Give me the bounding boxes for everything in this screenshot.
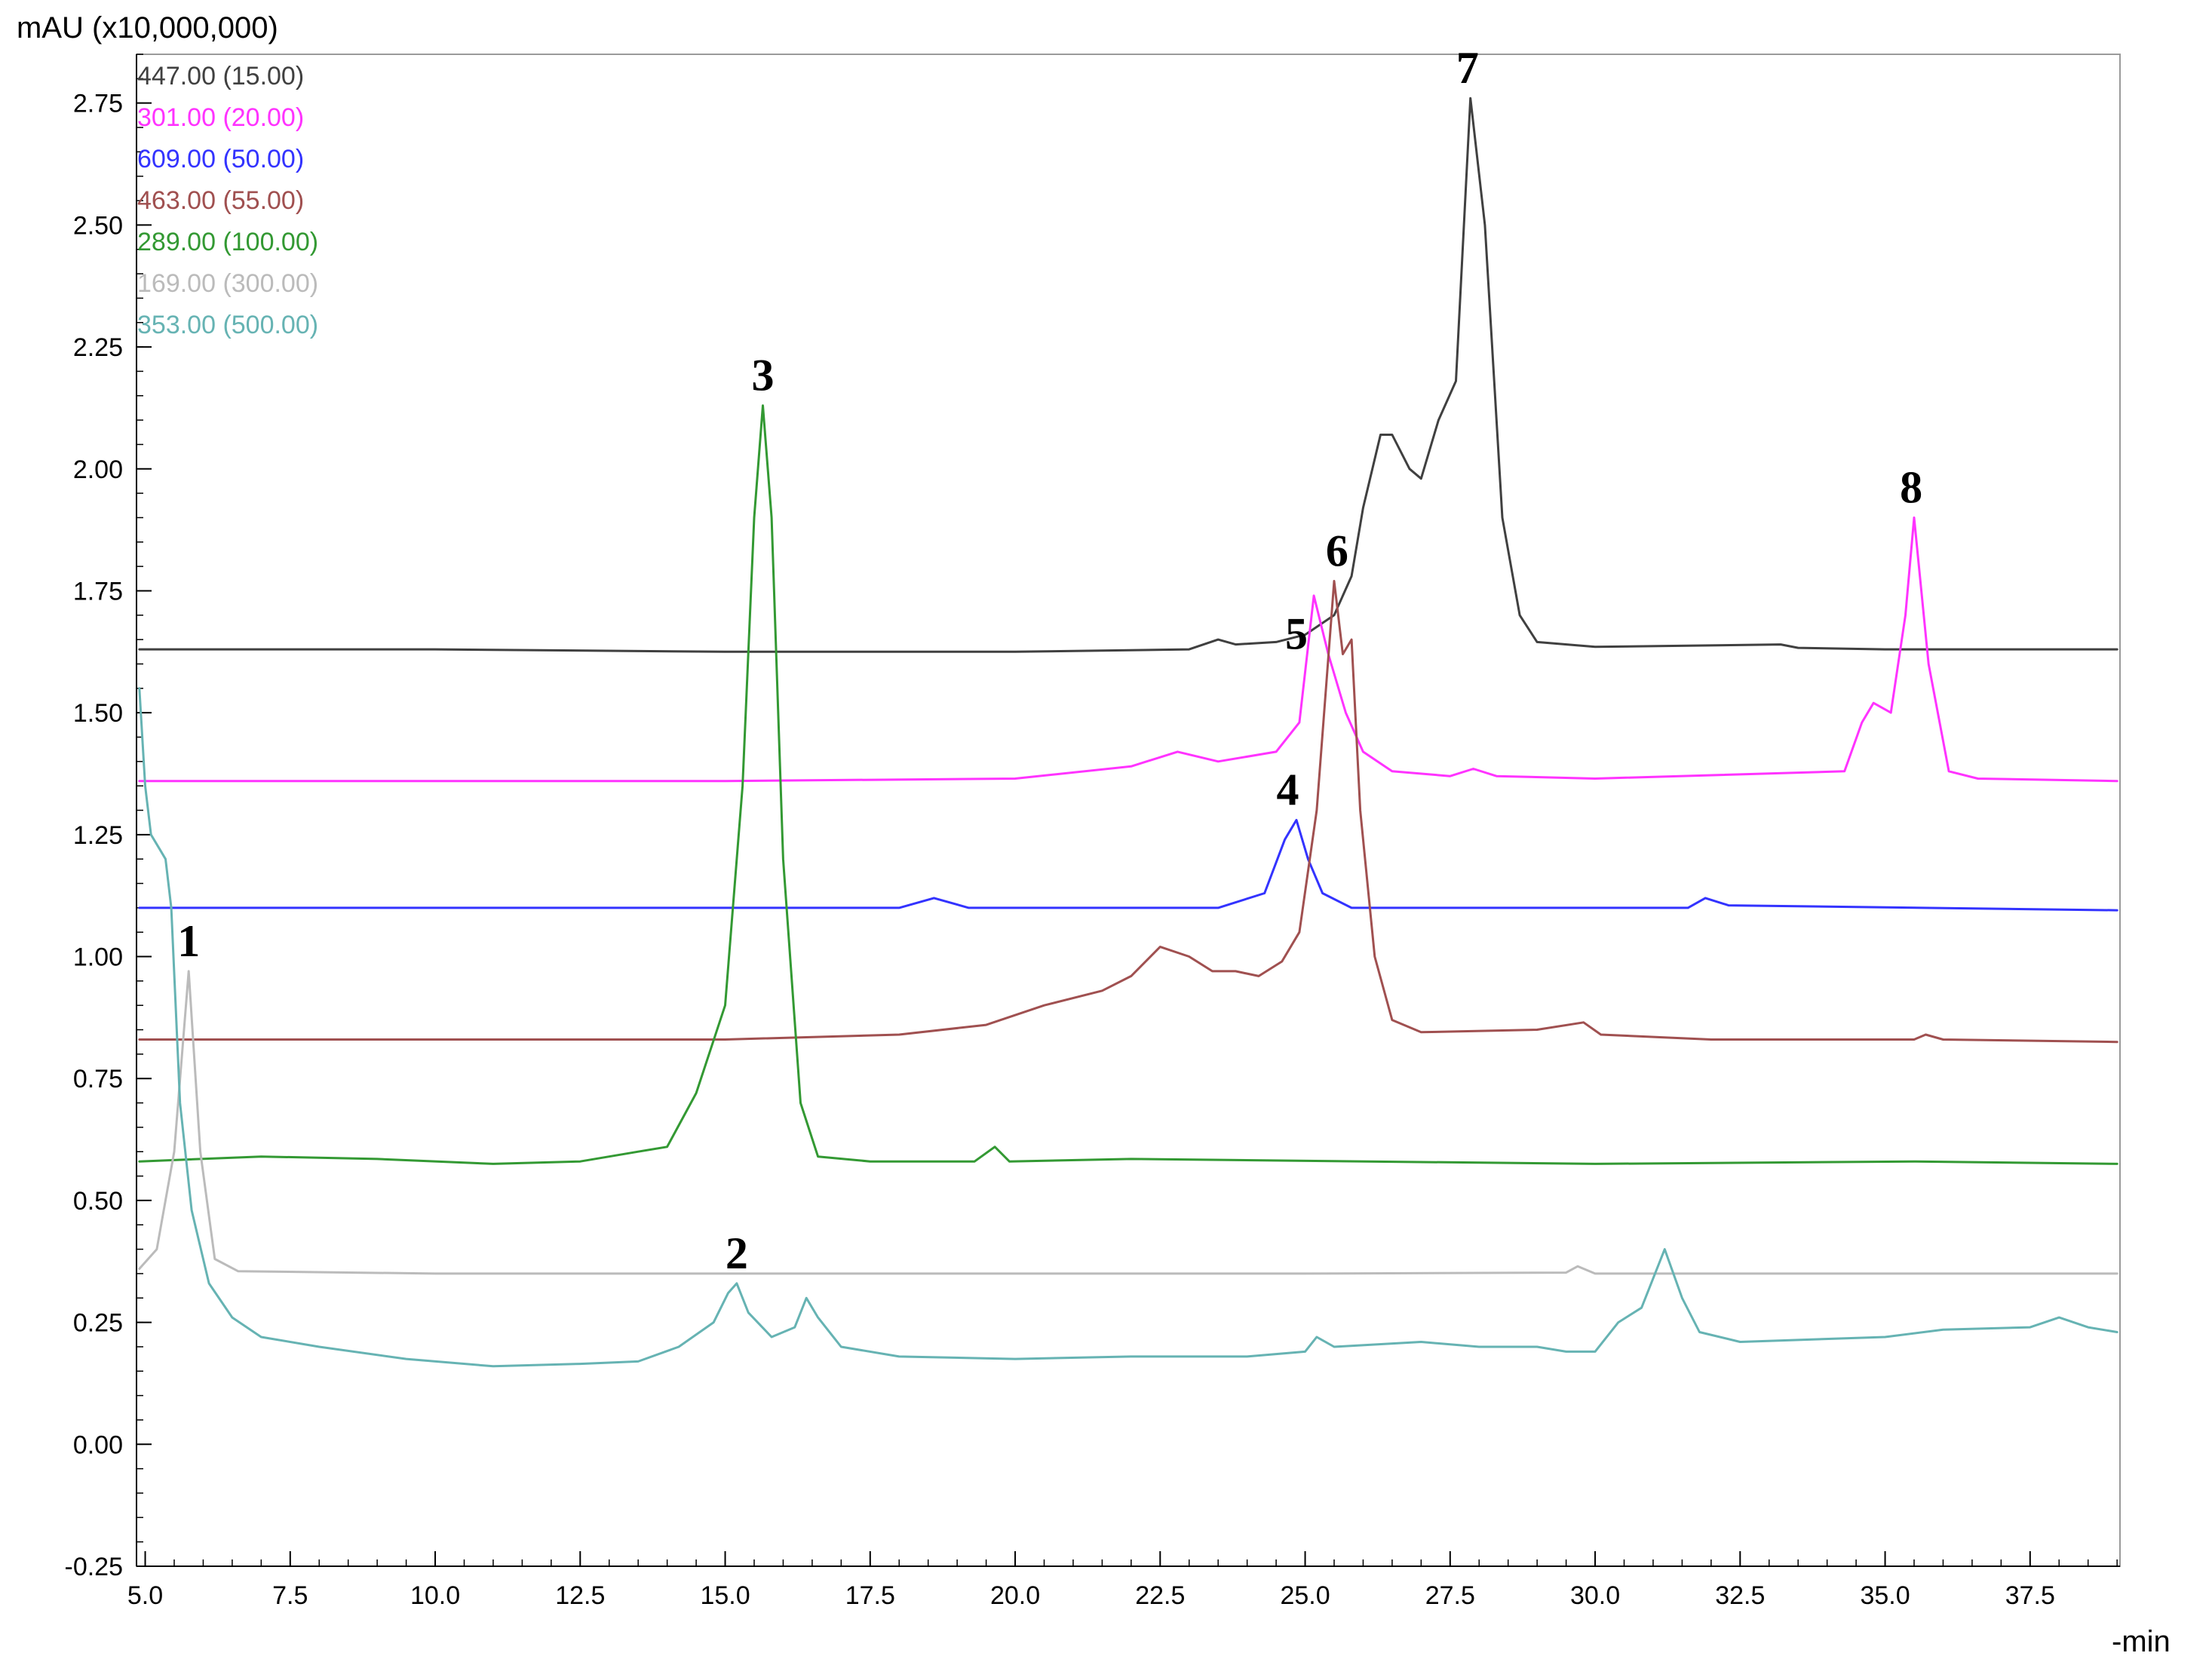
legend-entry-4: 463.00 (55.00) bbox=[137, 186, 304, 215]
y-tick-label: 0.25 bbox=[73, 1309, 123, 1338]
y-axis-unit-label: mAU (x10,000,000) bbox=[17, 11, 278, 44]
y-tick-label: 0.75 bbox=[73, 1065, 123, 1093]
series-lines bbox=[138, 97, 2118, 1368]
peak-label-4: 4 bbox=[1276, 765, 1299, 814]
x-tick-label: 32.5 bbox=[1715, 1581, 1765, 1610]
x-tick-label: 37.5 bbox=[2005, 1581, 2055, 1610]
x-axis-ticks: 5.0 7.5 10.0 12.5 15.0 17.5 20.0 22.5 25.0 27.5 30… bbox=[127, 1551, 2055, 1610]
y-tick-label: -0.25 bbox=[65, 1553, 124, 1581]
legend-entry-7: 353.00 (500.00) bbox=[137, 311, 318, 339]
x-tick-label: 20.0 bbox=[990, 1581, 1040, 1610]
series-line-3 bbox=[138, 818, 2118, 912]
legend-entry-1: 447.00 (15.00) bbox=[137, 62, 304, 90]
x-tick-label: 10.0 bbox=[410, 1581, 460, 1610]
y-tick-label: 0.00 bbox=[73, 1431, 123, 1459]
y-tick-label: 1.75 bbox=[73, 577, 123, 606]
peak-label-6: 6 bbox=[1326, 526, 1348, 576]
legend-entry-3: 609.00 (50.00) bbox=[137, 145, 304, 173]
peak-label-1: 1 bbox=[177, 916, 200, 966]
x-tick-label: 27.5 bbox=[1425, 1581, 1475, 1610]
peak-label-3: 3 bbox=[752, 351, 775, 400]
x-axis-unit-label: -min bbox=[2112, 1625, 2171, 1658]
x-tick-label: 25.0 bbox=[1280, 1581, 1330, 1610]
series-line-7 bbox=[138, 687, 2118, 1368]
y-tick-label: 0.50 bbox=[73, 1187, 123, 1216]
series-line-1 bbox=[138, 97, 2118, 653]
x-tick-label: 17.5 bbox=[845, 1581, 895, 1610]
series-line-6 bbox=[138, 970, 2118, 1275]
y-tick-label: 2.75 bbox=[73, 90, 123, 118]
peak-label-5: 5 bbox=[1285, 609, 1308, 658]
y-tick-label: 2.50 bbox=[73, 211, 123, 240]
x-tick-label: 15.0 bbox=[700, 1581, 750, 1610]
series-line-2 bbox=[138, 516, 2118, 783]
x-tick-label: 7.5 bbox=[272, 1581, 308, 1610]
legend-entry-6: 169.00 (300.00) bbox=[137, 269, 318, 298]
peak-label-8: 8 bbox=[1900, 462, 1922, 512]
y-tick-label: 1.25 bbox=[73, 821, 123, 850]
peak-annotations: 1 2 3 4 56 7 8 bbox=[177, 43, 1922, 1278]
x-minor-ticks bbox=[144, 1559, 2118, 1566]
y-tick-label: 2.00 bbox=[73, 455, 123, 484]
x-tick-label: 35.0 bbox=[1860, 1581, 1910, 1610]
peak-label-2: 2 bbox=[726, 1228, 748, 1278]
x-tick-label: 22.5 bbox=[1135, 1581, 1185, 1610]
y-tick-label: 2.25 bbox=[73, 333, 123, 362]
legend-entry-5: 289.00 (100.00) bbox=[137, 228, 318, 256]
x-tick-label: 12.5 bbox=[555, 1581, 605, 1610]
x-tick-label: 5.0 bbox=[127, 1581, 163, 1610]
legend: 447.00 (15.00) 301.00 (20.00) 609.00 (50.0… bbox=[137, 62, 318, 339]
legend-entry-2: 301.00 (20.00) bbox=[137, 103, 304, 132]
y-axis-ticks: -0.25 0.00 0.25 0.50 0.75 1.00 1.25 1.50 1.75 2.0… bbox=[65, 90, 152, 1581]
series-line-5 bbox=[138, 404, 2118, 1165]
y-tick-label: 1.50 bbox=[73, 699, 123, 728]
peak-label-7: 7 bbox=[1456, 43, 1479, 93]
x-tick-label: 30.0 bbox=[1570, 1581, 1620, 1610]
series-line-4 bbox=[138, 580, 2118, 1044]
y-tick-label: 1.00 bbox=[73, 943, 123, 972]
